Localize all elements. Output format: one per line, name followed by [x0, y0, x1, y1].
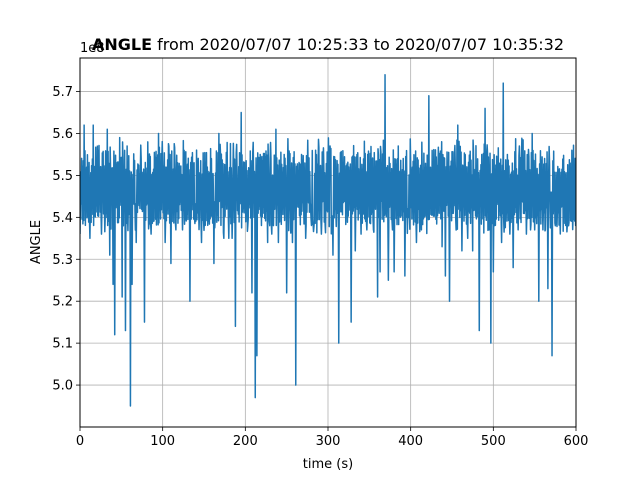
axis-offset-text: 1e8	[80, 41, 105, 56]
x-axis-ticks: 0 100 200 300 400 500 600	[76, 427, 589, 449]
y-tick-label: 5.3	[52, 253, 73, 268]
y-tick-label: 5.4	[52, 211, 73, 226]
x-tick-label: 400	[398, 434, 423, 449]
chart-title: ANGLE from 2020/07/07 10:25:33 to 2020/0…	[92, 35, 564, 54]
x-tick-label: 0	[76, 434, 84, 449]
x-tick-label: 500	[481, 434, 506, 449]
chart-title-rest: from 2020/07/07 10:25:33 to 2020/07/07 1…	[152, 35, 564, 54]
y-tick-label: 5.5	[52, 169, 73, 184]
x-axis-label: time (s)	[303, 457, 353, 472]
x-tick-label: 600	[564, 434, 589, 449]
y-tick-label: 5.7	[52, 85, 73, 100]
y-tick-label: 5.2	[52, 295, 73, 310]
chart-title-bold: ANGLE	[92, 35, 152, 54]
x-tick-label: 100	[150, 434, 175, 449]
y-axis-label: ANGLE	[29, 220, 44, 264]
y-tick-label: 5.1	[52, 337, 73, 352]
y-tick-label: 5.6	[52, 127, 73, 142]
x-tick-label: 300	[316, 434, 341, 449]
angle-series	[80, 74, 576, 407]
angle-series-line	[80, 74, 576, 407]
y-axis-ticks: 5.0 5.1 5.2 5.3 5.4 5.5 5.6 5.7	[52, 85, 80, 394]
x-tick-label: 200	[233, 434, 258, 449]
y-tick-label: 5.0	[52, 379, 73, 394]
